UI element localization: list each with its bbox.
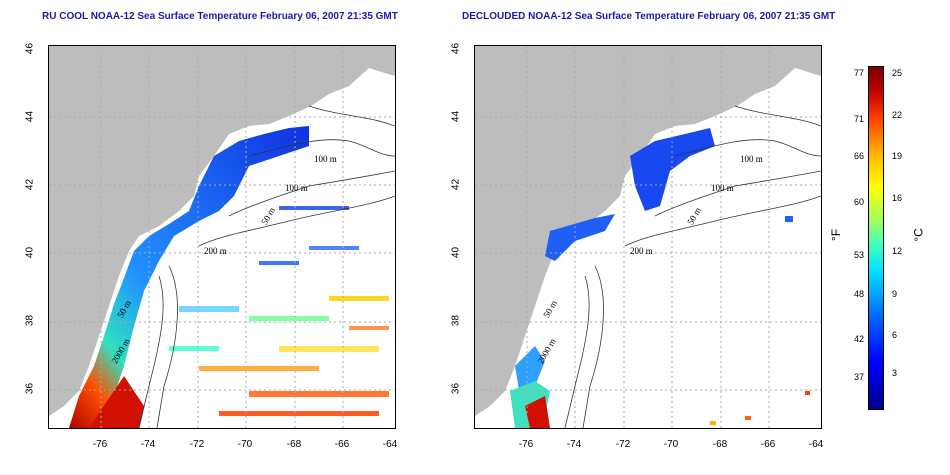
warm-gulfstream	[89, 376, 144, 428]
unit-fahrenheit: °F	[829, 228, 844, 242]
colorbar-c-label: 16	[892, 193, 903, 203]
contour-label: 200 m	[204, 246, 227, 256]
x-tick-label: -64	[808, 439, 824, 450]
sst-map-declouded[interactable]: 100 m 100 m 50 m 200 m 50 m 2000 m	[474, 45, 822, 429]
x-tick-label: -70	[237, 439, 253, 450]
land-mass	[49, 46, 395, 416]
x-tick-label: -76	[518, 439, 534, 450]
y-tick-label: 36	[450, 382, 462, 395]
temperature-colorbar	[868, 66, 884, 410]
x-tick-label: -68	[712, 439, 728, 450]
x-tick-label: -72	[615, 439, 631, 450]
colorbar-c-label: 3	[892, 368, 898, 378]
sst-map-raw[interactable]: 100 m 100 m 50 m 200 m 50 m 2000 m	[48, 45, 396, 429]
y-tick-label: 44	[24, 110, 36, 123]
lat-lon-grid	[475, 46, 821, 428]
contour-label: 100 m	[740, 154, 763, 164]
sst-map-declouded-svg	[475, 46, 821, 428]
x-tick-label: -66	[334, 439, 350, 450]
x-tick-label: -64	[382, 439, 398, 450]
y-tick-label: 36	[24, 382, 36, 395]
contour-label: 100 m	[285, 183, 308, 193]
colorbar-f-label: 42	[853, 334, 864, 344]
colorbar-f-label: 71	[853, 114, 864, 124]
colorbar-f-label: 77	[853, 68, 864, 78]
colorbar-c-label: 12	[892, 246, 903, 256]
lat-lon-grid	[49, 46, 395, 428]
y-tick-label: 46	[450, 42, 462, 55]
y-tick-label: 42	[450, 178, 462, 191]
coast-water-ne	[299, 46, 395, 76]
colorbar-c-label: 6	[892, 330, 898, 340]
x-tick-label: -72	[189, 439, 205, 450]
offshore-sst-patches	[169, 206, 389, 416]
y-tick-label: 42	[24, 178, 36, 191]
contour-label: 100 m	[711, 183, 734, 193]
x-tick-label: -70	[663, 439, 679, 450]
left-map-title: RU COOL NOAA-12 Sea Surface Temperature …	[42, 11, 398, 22]
contour-label: 100 m	[314, 154, 337, 164]
shelf-sst-band	[69, 126, 309, 428]
unit-celsius: °C	[911, 228, 926, 242]
x-tick-label: -76	[92, 439, 108, 450]
x-tick-label: -66	[760, 439, 776, 450]
y-tick-label: 38	[450, 314, 462, 327]
bathymetry-contours	[564, 105, 821, 428]
colorbar-c-label: 9	[892, 289, 898, 299]
colorbar-f-label: 48	[853, 289, 864, 299]
y-tick-label: 38	[24, 314, 36, 327]
right-map-title: DECLOUDED NOAA-12 Sea Surface Temperatur…	[462, 11, 836, 22]
y-tick-label: 44	[450, 110, 462, 123]
contour-label: 200 m	[630, 246, 653, 256]
declouded-sst-patches	[510, 128, 810, 428]
colorbar-c-label: 19	[892, 151, 903, 161]
sst-map-raw-svg	[49, 46, 395, 428]
x-tick-label: -74	[566, 439, 582, 450]
land-mass	[475, 46, 821, 416]
x-tick-label: -68	[286, 439, 302, 450]
y-tick-label: 40	[450, 246, 462, 259]
y-tick-label: 40	[24, 246, 36, 259]
colorbar-c-label: 22	[892, 110, 903, 120]
y-tick-label: 46	[24, 42, 36, 55]
bathymetry-contours	[138, 105, 395, 428]
x-tick-label: -74	[140, 439, 156, 450]
colorbar-f-label: 60	[853, 197, 864, 207]
colorbar-f-label: 53	[853, 250, 864, 260]
colorbar-f-label: 37	[853, 372, 864, 382]
colorbar-f-label: 66	[853, 151, 864, 161]
colorbar-c-label: 25	[892, 68, 903, 78]
